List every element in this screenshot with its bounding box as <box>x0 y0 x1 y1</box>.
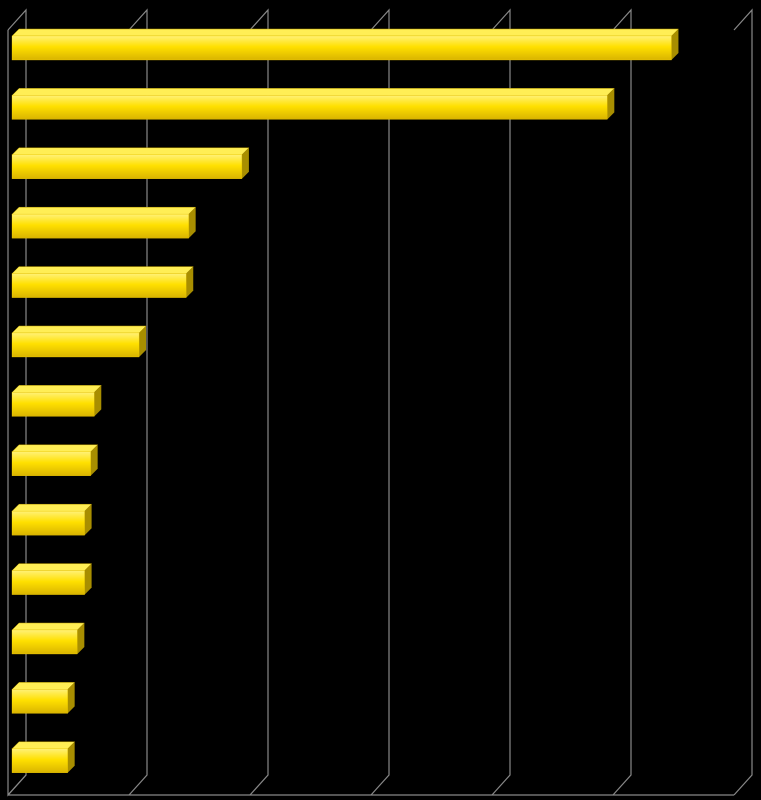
bar-side <box>90 444 98 476</box>
bar-side <box>94 385 102 417</box>
bar-front <box>11 35 672 61</box>
bar-top <box>11 325 147 334</box>
bar-front <box>11 511 85 536</box>
bar-front <box>11 332 140 358</box>
grid-line <box>491 8 511 796</box>
bar <box>11 503 93 536</box>
grid-line <box>612 8 632 796</box>
bar-front <box>11 154 243 179</box>
bar-side <box>139 326 147 357</box>
grid-line <box>733 8 753 796</box>
bar-front <box>11 451 91 476</box>
bar <box>11 385 102 417</box>
bar-side <box>84 504 92 536</box>
bar-side <box>77 623 85 654</box>
grid-line <box>249 8 269 796</box>
bar-side <box>241 147 249 179</box>
bar-top <box>11 741 76 750</box>
bar-side <box>67 682 75 714</box>
bar-front <box>11 273 187 298</box>
bar-front <box>11 392 95 417</box>
bar-top <box>11 88 615 96</box>
bar <box>11 563 93 595</box>
bar-front <box>11 95 608 120</box>
bar-top <box>11 503 93 512</box>
bar <box>11 622 85 655</box>
bar-side <box>67 741 75 773</box>
bar <box>11 444 99 476</box>
bar-top <box>11 206 197 215</box>
bar <box>11 88 615 120</box>
bar <box>11 741 76 773</box>
bar-front <box>11 748 68 773</box>
bar-top <box>11 444 99 453</box>
bar-top <box>11 266 194 274</box>
bar <box>11 325 147 358</box>
bar-front <box>11 570 85 595</box>
bar <box>11 266 194 298</box>
bar-top <box>11 563 93 571</box>
bar-top <box>11 28 680 37</box>
grid-line <box>128 8 148 796</box>
bar-front <box>11 629 78 655</box>
grid-line <box>370 8 390 796</box>
bar <box>11 28 680 61</box>
bar-top <box>11 622 85 631</box>
bar-side <box>84 563 92 595</box>
bar <box>11 682 76 714</box>
bar-front <box>11 689 68 714</box>
bar-side <box>671 29 679 60</box>
bar-front <box>11 214 189 239</box>
bar-side <box>607 88 615 120</box>
bar <box>11 206 197 239</box>
bar-top <box>11 682 76 690</box>
bar-side <box>188 207 196 239</box>
bar-top <box>11 147 250 156</box>
bar-side <box>186 266 194 298</box>
bar-top <box>11 385 102 393</box>
bar <box>11 147 250 179</box>
